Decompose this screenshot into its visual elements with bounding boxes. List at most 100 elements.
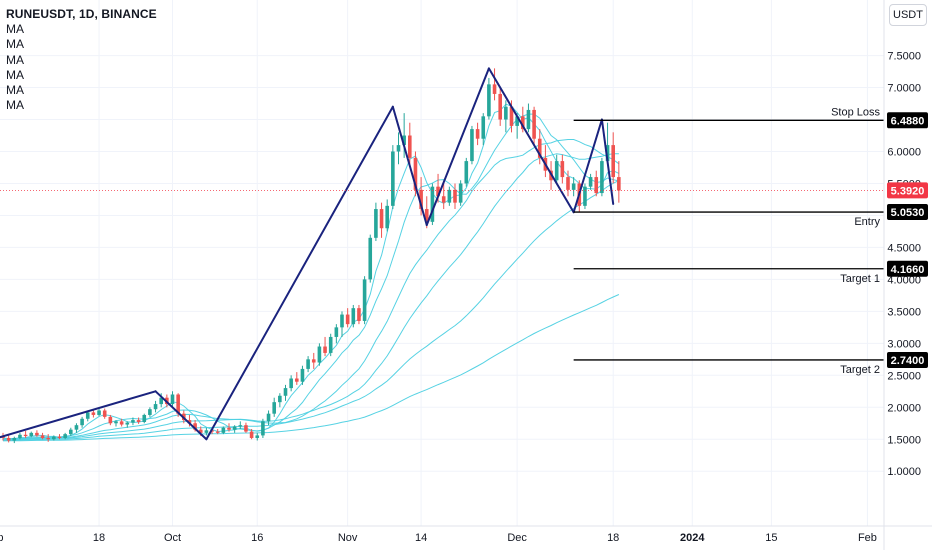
- time-tick-label: Oct: [164, 532, 181, 544]
- level-price-badge: [887, 260, 928, 277]
- pattern-line: [572, 118, 603, 214]
- candle-body: [588, 177, 593, 187]
- currency-button[interactable]: USDT: [889, 4, 927, 26]
- candle-body: [289, 378, 293, 389]
- candle-body: [436, 186, 440, 197]
- candle-body: [278, 395, 282, 403]
- candle-body: [532, 109, 536, 139]
- candle-body: [74, 425, 79, 430]
- candle-body: [396, 145, 401, 152]
- pattern-line: [0, 390, 157, 439]
- candle-body: [255, 435, 260, 438]
- candle-body: [176, 394, 180, 414]
- price-tick-label: 4.0000: [887, 274, 921, 286]
- time-tick-label: 18: [607, 532, 619, 544]
- candle-body: [509, 106, 514, 126]
- candle-body: [475, 129, 480, 139]
- level-price-badge: [887, 112, 928, 129]
- ma-line-3: [3, 139, 620, 440]
- price-axis[interactable]: 1.0000 1.5000 2.0000 2.5000 3.0000 3.5000 4.00…: [883, 0, 928, 550]
- indicator-label-ma-5[interactable]: MA: [6, 83, 24, 98]
- candle-body: [91, 412, 96, 415]
- candle-body: [492, 84, 497, 94]
- candle-body: [249, 431, 254, 438]
- candle-body: [419, 189, 423, 210]
- level-price-badge: [887, 204, 928, 221]
- candle-body: [430, 186, 435, 222]
- pattern-line: [154, 390, 208, 441]
- candle-body: [295, 378, 299, 382]
- price-tick-label: 4.5000: [887, 242, 921, 254]
- candle-body: [424, 209, 429, 222]
- ma-line-1: [2, 103, 620, 439]
- candle-body: [413, 157, 418, 190]
- level-price-badge-text: 5.0530: [891, 207, 925, 219]
- candle-body: [102, 410, 107, 417]
- candle-body: [583, 186, 587, 206]
- price-tick-label: 2.5000: [887, 370, 921, 382]
- level-label: Target 2: [840, 364, 880, 376]
- time-tick-label: 15: [765, 532, 777, 544]
- candle-body: [238, 425, 243, 427]
- price-tick-label: 3.5000: [887, 306, 921, 318]
- candle-body: [57, 436, 62, 438]
- indicator-label-ma-3[interactable]: MA: [6, 52, 24, 67]
- candle-body: [148, 409, 152, 415]
- candle-body: [391, 151, 395, 206]
- indicator-label-ma-2[interactable]: MA: [6, 37, 24, 52]
- pattern-line: [391, 105, 428, 227]
- candle-body: [537, 138, 542, 158]
- candle-body: [317, 346, 322, 363]
- candle-body: [204, 430, 209, 433]
- candle-body: [283, 388, 288, 396]
- candle-body: [504, 106, 508, 120]
- candle-body: [153, 404, 158, 410]
- candle-body: [571, 183, 576, 190]
- candle-body: [357, 308, 361, 321]
- candle-body: [328, 336, 333, 353]
- candle-body: [351, 308, 356, 325]
- candle-body: [114, 421, 118, 424]
- time-tick-label: ep: [0, 532, 3, 544]
- level-price-badge-text: 4.1660: [891, 264, 925, 276]
- ma-line-5: [2, 180, 620, 441]
- candle-body: [566, 177, 570, 190]
- current-price-badge: [887, 182, 928, 199]
- candle-body: [12, 437, 17, 441]
- time-axis[interactable]: ep 18 Oct 16 Nov 14 Dec 18 2024 15 Feb: [0, 525, 932, 544]
- symbol-title[interactable]: RUNEUSDT, 1D, BINANCE: [6, 7, 157, 21]
- level-price-badge-text: 6.4880: [891, 115, 925, 127]
- candle-body: [617, 177, 621, 191]
- candle-body: [108, 416, 113, 424]
- price-tick-label: 7.0000: [887, 83, 921, 95]
- pattern-line: [487, 67, 575, 214]
- indicator-label-ma-1[interactable]: MA: [6, 22, 24, 37]
- candle-body: [198, 429, 203, 433]
- level-label: Stop Loss: [831, 106, 880, 118]
- candle-body: [232, 426, 237, 430]
- candle-body: [244, 425, 248, 432]
- indicator-label-ma-4[interactable]: MA: [6, 67, 24, 82]
- candle-body: [470, 129, 474, 162]
- pattern-line: [425, 67, 490, 227]
- level-label: Entry: [854, 216, 880, 228]
- candle-body: [368, 237, 373, 280]
- candle-body: [215, 431, 220, 433]
- candle-body: [63, 434, 67, 438]
- candle-body: [142, 414, 147, 422]
- price-tick-label: 6.0000: [887, 146, 921, 158]
- candle-body: [323, 346, 327, 353]
- candle-body: [385, 205, 389, 229]
- ma-line-4: [2, 153, 619, 441]
- candle-body: [266, 413, 271, 422]
- indicator-label-ma-6[interactable]: MA: [6, 98, 24, 113]
- candle-body: [526, 109, 531, 130]
- level-price-badge: [887, 351, 928, 368]
- candle-body: [464, 161, 469, 184]
- ma-line-2: [2, 113, 620, 440]
- candle-body: [481, 116, 486, 139]
- candle-body: [119, 421, 124, 425]
- candle-body: [221, 427, 226, 433]
